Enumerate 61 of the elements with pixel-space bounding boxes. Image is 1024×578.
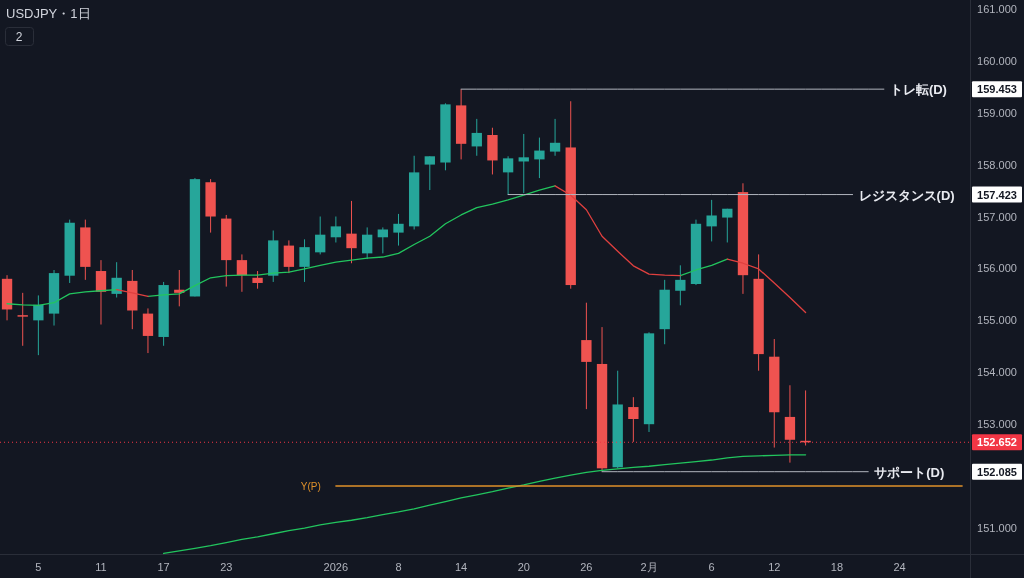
candlestick [299, 238, 310, 283]
candlestick [362, 226, 373, 260]
candlestick [722, 208, 733, 243]
x-tick-label: 18 [830, 561, 844, 573]
candlestick [518, 133, 529, 194]
series-label: サポート(D) [874, 464, 945, 480]
candlestick [142, 307, 154, 354]
candlestick [236, 253, 248, 293]
x-tick-label: 8 [395, 561, 402, 573]
y-tick-label: 158.000 [977, 158, 1017, 171]
candlestick [706, 199, 717, 242]
candlestick [283, 239, 295, 274]
candlestick [330, 216, 342, 243]
line-series [162, 454, 807, 555]
candlestick [581, 302, 592, 410]
candlestick [534, 137, 545, 179]
candlestick [393, 213, 404, 247]
candlestick [17, 292, 28, 347]
series-label: トレ転(D) [889, 82, 947, 98]
y-tick-label: 157.000 [977, 210, 1017, 223]
x-tick-label: 23 [220, 561, 233, 573]
y-tick-label: 156.000 [977, 262, 1017, 275]
candlestick [471, 118, 482, 157]
y-tick-label: 160.000 [977, 54, 1017, 67]
x-tick-label: 17 [157, 561, 170, 573]
series-label: レジスタンス(D) [858, 187, 955, 203]
y-tick-label: 159.453 [977, 83, 1017, 96]
candlestick [675, 264, 686, 306]
y-tick-label: 154.000 [977, 366, 1017, 379]
text: USDJPY・1日 [6, 6, 91, 21]
candlestick [95, 259, 107, 326]
x-tick-label: 12 [768, 561, 781, 573]
x-tick-label: 6 [708, 561, 715, 573]
y-tick-label: 152.085 [977, 465, 1017, 478]
annotation: 2 [15, 30, 23, 44]
annotation: Y(P) [300, 480, 321, 492]
candlestick [377, 226, 388, 254]
candlestick [346, 200, 357, 264]
x-tick-label: 24 [893, 561, 906, 573]
y-tick-label: 153.000 [977, 418, 1017, 431]
candlestick [502, 155, 514, 196]
x-tick-label: 20 [517, 561, 530, 573]
candlestick [111, 261, 122, 299]
x-tick-label: 5 [35, 561, 42, 573]
candlestick [549, 118, 561, 157]
x-tick-label: 14 [455, 561, 468, 573]
y-tick-label: 151.000 [977, 522, 1017, 535]
candlestick [315, 216, 326, 255]
x-tick-label: 2026 [323, 561, 349, 573]
candlestick [784, 384, 796, 464]
candlestick [33, 294, 44, 356]
y-tick-label: 152.652 [977, 436, 1017, 449]
candlestick [424, 155, 435, 191]
x-tick-label: 2月 [640, 561, 658, 573]
x-tick-label: 11 [95, 561, 107, 573]
y-tick-label: 161.000 [977, 2, 1017, 15]
x-tick-label: 26 [580, 561, 593, 573]
candlestick [628, 396, 639, 443]
y-tick-label: 155.000 [977, 314, 1017, 327]
y-tick-label: 157.423 [977, 188, 1017, 201]
y-tick-label: 159.000 [977, 106, 1017, 119]
